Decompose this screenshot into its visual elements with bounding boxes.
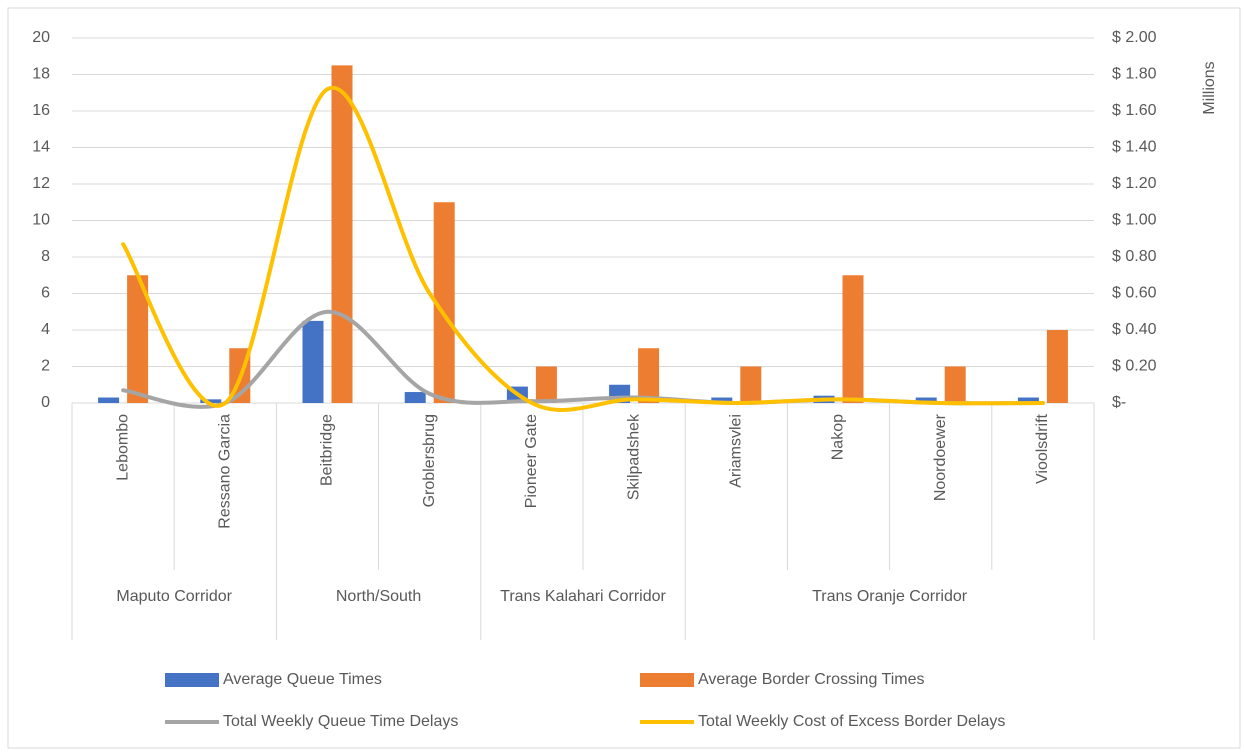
group-label-box: Maputo Corridor — [116, 588, 232, 605]
bar — [331, 65, 353, 403]
x-tick-label: Ressano Garcia — [217, 414, 234, 529]
group-label: Trans Oranje Corridor — [812, 588, 968, 605]
y-tick-label: 2 — [41, 358, 50, 375]
y2-tick-label: $ 0.80 — [1112, 248, 1157, 265]
x-tick-label: Ariamsvlei — [728, 414, 745, 488]
bar — [1046, 330, 1068, 403]
group-label: Trans Kalahari Corridor — [500, 588, 666, 605]
x-tick-label: Vioolsdrift — [1034, 413, 1051, 484]
y2-tick-label: $ 0.40 — [1112, 321, 1157, 338]
y2-tick-label: $ 1.60 — [1112, 102, 1157, 119]
bar — [433, 202, 455, 403]
y2-tick-label: $ 1.00 — [1112, 212, 1157, 229]
x-tick-label: Pioneer Gate — [523, 414, 540, 508]
x-tick-label: Lebombo — [114, 414, 131, 481]
group-label: North/South — [335, 588, 422, 605]
group-label-box: Trans Kalahari Corridor — [500, 588, 666, 605]
y2-tick-label: $ 0.60 — [1112, 285, 1157, 302]
y-tick-label: 0 — [41, 394, 50, 411]
x-tick-label: Groblersbrug — [421, 414, 438, 507]
bar — [535, 366, 557, 403]
bar — [1017, 397, 1039, 403]
y-tick-label: 4 — [41, 321, 50, 338]
legend-label: Average Queue Times — [223, 671, 382, 688]
group-label: Maputo Corridor — [116, 588, 232, 605]
y-tick-label: 6 — [41, 285, 50, 302]
bar — [98, 397, 120, 403]
legend-label: Average Border Crossing Times — [698, 671, 924, 688]
y2-axis-title: Millions — [1201, 61, 1218, 114]
legend-label: Total Weekly Queue Time Delays — [223, 713, 458, 730]
y2-tick-label: $ 1.80 — [1112, 66, 1157, 83]
bar — [842, 275, 864, 403]
y-tick-label: 18 — [32, 66, 50, 83]
x-tick-label: Beitbridge — [319, 414, 336, 486]
legend-swatch — [165, 673, 219, 687]
bar — [740, 366, 762, 403]
x-tick-label: Nakop — [830, 414, 847, 460]
bar — [944, 366, 966, 403]
legend-swatch — [640, 673, 694, 687]
y2-tick-label: $ 1.40 — [1112, 139, 1157, 156]
chart-frame — [7, 7, 1241, 749]
x-tick-label: Skilpadshek — [625, 413, 642, 500]
y-tick-label: 12 — [32, 175, 50, 192]
bar — [915, 397, 937, 403]
x-tick-label: Noordoewer — [932, 413, 949, 501]
group-label-box: North/South — [335, 588, 422, 605]
y-tick-label: 10 — [32, 212, 50, 229]
bar — [638, 348, 660, 403]
bar — [127, 275, 149, 403]
y2-tick-label: $ 1.20 — [1112, 175, 1157, 192]
y-tick-label: 8 — [41, 248, 50, 265]
y2-tick-label: $ 2.00 — [1112, 29, 1157, 46]
bar — [404, 392, 426, 403]
bar — [200, 399, 222, 403]
y-tick-label: 16 — [32, 102, 50, 119]
y2-tick-label: $- — [1112, 394, 1126, 411]
y-tick-label: 20 — [32, 29, 50, 46]
y2-tick-label: $ 0.20 — [1112, 358, 1157, 375]
legend-label: Total Weekly Cost of Excess Border Delay… — [698, 713, 1005, 730]
bar — [302, 320, 324, 403]
group-label-box: Trans Oranje Corridor — [812, 588, 968, 605]
y-tick-label: 14 — [32, 139, 50, 156]
bar — [711, 397, 733, 403]
line — [121, 85, 1045, 412]
